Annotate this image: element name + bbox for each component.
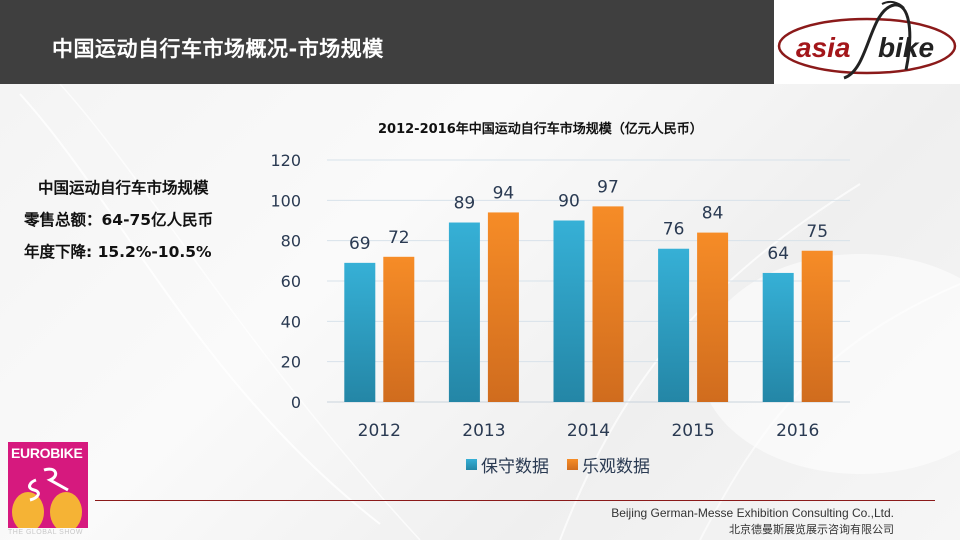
summary-block: 中国运动自行车市场规模 零售总额：64-75亿人民币 年度下降: 15.2%-1…: [24, 172, 213, 268]
bar-conservative-2015[interactable]: [658, 248, 690, 402]
x-tick-label: 2014: [567, 421, 610, 441]
y-tick-label: 120: [270, 151, 301, 170]
y-tick-label: 100: [270, 191, 301, 210]
data-label: 69: [349, 234, 371, 254]
bar-conservative-2013[interactable]: [448, 222, 480, 402]
x-tick-label: 2015: [671, 421, 714, 441]
bar-optimistic-2013[interactable]: [487, 212, 519, 402]
data-label: 94: [493, 183, 515, 203]
legend-item-optimistic[interactable]: 乐观数据: [567, 452, 650, 477]
logo-text-asia: asia: [796, 32, 851, 63]
data-label: 75: [806, 222, 828, 242]
summary-heading: 中国运动自行车市场规模: [38, 179, 209, 197]
eurobike-logo: EUROBIKE: [8, 442, 88, 528]
data-label: 97: [597, 177, 619, 197]
bar-conservative-2012[interactable]: [344, 262, 376, 402]
legend-label: 乐观数据: [582, 457, 650, 477]
logo-ellipse: [777, 17, 957, 75]
bar-conservative-2014[interactable]: [553, 220, 585, 403]
eurobike-tagline: THE GLOBAL SHOW: [8, 529, 83, 536]
logo-bike-curve: [843, 3, 912, 80]
footer-company-en: Beijing German-Messe Exhibition Consulti…: [611, 506, 894, 520]
x-tick-label: 2012: [358, 421, 401, 441]
y-tick-label: 80: [281, 232, 301, 251]
data-label: 89: [454, 194, 476, 214]
summary-annual-decline: 年度下降: 15.2%-10.5%: [24, 243, 212, 261]
chart-legend: 保守数据 乐观数据: [466, 452, 668, 477]
y-tick-label: 40: [281, 312, 301, 331]
data-label: 64: [767, 244, 789, 264]
chart-title: 2012-2016年中国运动自行车市场规模（亿元人民币）: [378, 122, 703, 137]
x-tick-label: 2013: [462, 421, 505, 441]
data-label: 90: [558, 192, 580, 212]
bar-optimistic-2014[interactable]: [592, 206, 624, 402]
data-label: 76: [663, 220, 685, 240]
x-tick-label: 2016: [776, 421, 819, 441]
page-title: 中国运动自行车市场概况-市场规模: [52, 37, 384, 61]
data-label: 84: [702, 204, 724, 224]
data-label: 72: [388, 228, 410, 248]
bar-conservative-2016[interactable]: [762, 272, 794, 402]
y-tick-label: 60: [281, 272, 301, 291]
header-bar: 中国运动自行车市场概况-市场规模: [0, 0, 774, 84]
asiabike-logo: asia bike: [774, 0, 960, 84]
legend-label: 保守数据: [481, 457, 549, 477]
bar-optimistic-2016[interactable]: [801, 250, 833, 402]
legend-swatch-orange: [567, 459, 578, 470]
summary-retail-total: 零售总额：64-75亿人民币: [24, 211, 214, 229]
y-tick-label: 20: [281, 353, 301, 372]
bar-optimistic-2012[interactable]: [383, 256, 415, 402]
footer-company-cn: 北京德曼斯展览展示咨询有限公司: [729, 523, 894, 536]
legend-item-conservative[interactable]: 保守数据: [466, 452, 549, 477]
bar-optimistic-2015[interactable]: [697, 232, 729, 402]
eurobike-logo-text: EUROBIKE: [11, 445, 83, 461]
legend-swatch-blue: [466, 459, 477, 470]
y-tick-label: 0: [291, 393, 301, 412]
footer-divider: [95, 500, 935, 501]
logo-text-bike: bike: [878, 32, 934, 63]
